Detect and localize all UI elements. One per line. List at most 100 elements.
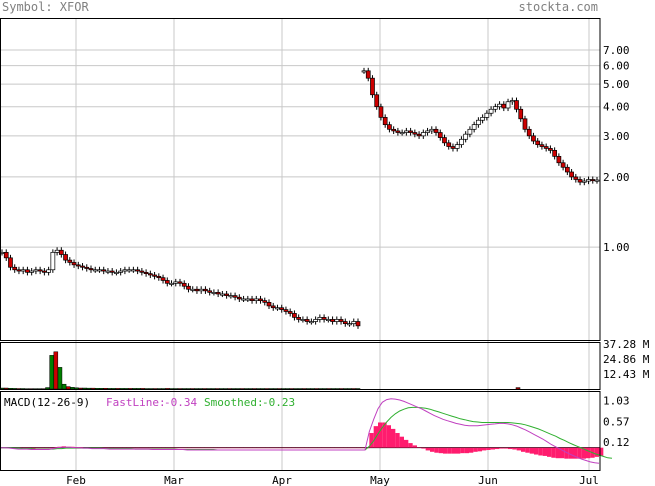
candle-body: [334, 319, 340, 322]
site-label[interactable]: stockta.com: [519, 0, 598, 14]
candle-body: [131, 269, 136, 272]
candle-body: [3, 252, 9, 259]
candle-body: [412, 132, 418, 135]
candle-body: [573, 176, 579, 180]
volume-bar: [78, 387, 83, 390]
macd-histogram-bar: [252, 447, 257, 449]
candle-body: [63, 254, 68, 261]
candle-body: [211, 292, 217, 294]
macd-histogram-bar: [317, 447, 322, 449]
candle-body: [552, 149, 557, 157]
macd-histogram-bar: [508, 447, 513, 450]
macd-histogram-bar: [139, 447, 144, 449]
macd-histogram-bar: [503, 447, 508, 449]
candle-body: [437, 132, 443, 138]
candle-body: [245, 298, 251, 301]
macd-histogram-bar: [27, 447, 32, 449]
candle-body: [492, 106, 498, 110]
macd-histogram-bar: [174, 447, 179, 449]
macd-histogram-bar: [304, 447, 309, 449]
macd-histogram-bar: [200, 447, 205, 449]
macd-histogram-bar: [44, 447, 49, 449]
macd-histogram-bar: [382, 422, 387, 448]
macd-histogram-bar: [269, 447, 274, 449]
candle-body: [522, 118, 528, 130]
candle-body: [143, 271, 149, 274]
macd-histogram-bar: [486, 447, 491, 450]
macd-tick-label: 0.12: [603, 436, 630, 449]
macd-histogram-bar: [300, 447, 305, 449]
macd-histogram-bar: [356, 447, 361, 449]
candle-body: [135, 269, 140, 272]
macd-histogram-bar: [473, 447, 478, 452]
candle-body: [12, 266, 18, 271]
volume-y-axis: 37.28 M 24.86 M 12.43 M: [603, 338, 650, 381]
candle-body: [228, 295, 234, 298]
candle-body: [416, 133, 422, 137]
macd-histogram-bar: [313, 447, 318, 449]
macd-histogram-bar: [326, 447, 331, 449]
candle-body: [109, 270, 115, 273]
macd-histogram-bar: [586, 447, 591, 459]
price-tick-label: 3.00: [603, 130, 630, 143]
macd-histogram-bar: [369, 433, 374, 448]
candle-body: [569, 171, 574, 178]
panel-frame: [0, 342, 601, 390]
candle-body: [463, 133, 469, 140]
candle-body: [535, 140, 541, 146]
candle-body: [313, 319, 318, 322]
candle-body: [378, 106, 384, 118]
price-tick-label: 5.00: [603, 78, 630, 91]
candle-body: [442, 137, 447, 144]
candle-body: [8, 257, 13, 268]
macd-histogram-bar: [178, 447, 183, 449]
candle-body: [88, 268, 94, 271]
macd-histogram-bar: [399, 436, 404, 448]
macd-histogram-bar: [161, 447, 166, 449]
macd-histogram-bar: [187, 447, 192, 449]
macd-histogram-bar: [378, 422, 383, 448]
candle-body: [97, 269, 102, 272]
candle-body: [391, 128, 397, 132]
candle-body: [338, 319, 344, 322]
candle-body: [374, 94, 380, 108]
volume-bar: [65, 386, 71, 390]
candle-body: [33, 269, 39, 272]
macd-histogram-bar: [599, 447, 604, 456]
candle-body: [203, 288, 208, 292]
macd-histogram-bar: [430, 447, 435, 452]
macd-histogram-bar: [265, 447, 270, 449]
macd-histogram-bar: [22, 447, 27, 449]
candle-body: [342, 321, 348, 325]
candle-body: [50, 252, 56, 271]
macd-histogram-bar: [295, 447, 300, 449]
macd-lines: [1, 398, 613, 464]
macd-histogram-bar: [118, 447, 123, 449]
candle-body: [92, 269, 98, 272]
volume-bar: [515, 387, 521, 390]
candle-body: [382, 117, 388, 126]
macd-histogram-bar: [564, 447, 569, 459]
candle-body: [270, 305, 276, 309]
macd-histogram-bar: [477, 447, 482, 452]
candle-body: [399, 132, 405, 135]
macd-histogram-bar: [256, 447, 261, 449]
macd-histogram-bar: [451, 447, 456, 454]
candle-body: [236, 296, 242, 300]
macd-histogram-bar: [230, 447, 235, 449]
candle-body: [581, 180, 587, 183]
macd-histogram-bar: [352, 447, 357, 449]
macd-histogram-bar: [217, 447, 222, 449]
volume-bar: [3, 387, 9, 390]
macd-histogram-bar: [274, 447, 279, 449]
macd-histogram-bar: [347, 447, 352, 449]
macd-histogram-bar: [157, 447, 162, 449]
candle-body: [186, 285, 191, 290]
price-tick-label: 6.00: [603, 60, 630, 73]
candle-body: [296, 317, 302, 320]
price-candles: [0, 67, 600, 329]
candle-body: [220, 293, 225, 296]
smoothed-value: -0.23: [262, 396, 295, 409]
candle-body: [101, 269, 107, 272]
candle-body: [114, 271, 119, 274]
